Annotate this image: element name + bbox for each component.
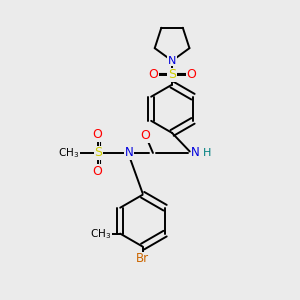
Text: O: O xyxy=(148,68,158,81)
Text: H: H xyxy=(203,148,212,158)
Text: O: O xyxy=(186,68,196,81)
Text: S: S xyxy=(94,146,103,159)
Text: N: N xyxy=(191,146,200,159)
Text: Br: Br xyxy=(136,252,149,266)
Text: O: O xyxy=(92,128,102,141)
Text: O: O xyxy=(141,129,151,142)
Text: S: S xyxy=(168,68,176,81)
Text: N: N xyxy=(168,56,176,66)
Text: O: O xyxy=(92,165,102,178)
Text: CH$_3$: CH$_3$ xyxy=(58,146,80,160)
Text: N: N xyxy=(125,146,134,159)
Text: CH$_3$: CH$_3$ xyxy=(91,227,112,241)
